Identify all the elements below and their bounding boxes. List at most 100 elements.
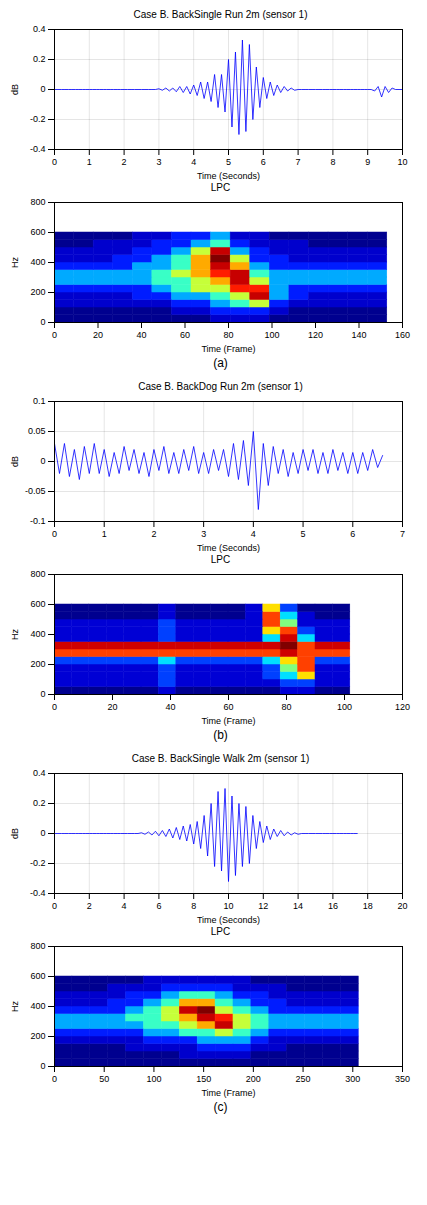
svg-text:120: 120 — [308, 330, 323, 340]
svg-text:80: 80 — [223, 330, 233, 340]
svg-text:dB: dB — [10, 828, 20, 839]
svg-text:Time (Seconds): Time (Seconds) — [197, 171, 260, 181]
svg-text:-0.1: -0.1 — [30, 516, 46, 526]
svg-text:4: 4 — [122, 901, 127, 911]
svg-text:7: 7 — [296, 157, 301, 167]
svg-text:1: 1 — [102, 529, 107, 539]
svg-text:-0.2: -0.2 — [30, 858, 46, 868]
svg-text:16: 16 — [328, 901, 338, 911]
svg-text:0: 0 — [52, 702, 57, 712]
svg-text:200: 200 — [30, 659, 45, 669]
svg-text:600: 600 — [30, 971, 45, 981]
svg-text:-0.2: -0.2 — [30, 114, 46, 124]
svg-text:400: 400 — [30, 629, 45, 639]
svg-text:9: 9 — [365, 157, 370, 167]
svg-text:dB: dB — [10, 84, 20, 95]
svg-text:100: 100 — [264, 330, 279, 340]
svg-text:140: 140 — [351, 330, 366, 340]
svg-text:300: 300 — [345, 1074, 360, 1084]
svg-text:10: 10 — [397, 157, 407, 167]
svg-text:12: 12 — [258, 901, 268, 911]
svg-text:Time (Frame): Time (Frame) — [201, 344, 255, 354]
svg-text:Time (Seconds): Time (Seconds) — [197, 915, 260, 925]
svg-text:60: 60 — [180, 330, 190, 340]
svg-text:0.2: 0.2 — [33, 54, 46, 64]
svg-text:2: 2 — [87, 901, 92, 911]
svg-text:2: 2 — [151, 529, 156, 539]
svg-text:0: 0 — [52, 529, 57, 539]
svg-text:Time (Frame): Time (Frame) — [201, 716, 255, 726]
svg-text:80: 80 — [281, 702, 291, 712]
svg-text:0: 0 — [40, 1061, 45, 1071]
svg-text:0: 0 — [52, 901, 57, 911]
svg-text:5: 5 — [301, 529, 306, 539]
svg-text:40: 40 — [136, 330, 146, 340]
svg-text:4: 4 — [191, 157, 196, 167]
svg-text:0: 0 — [40, 456, 45, 466]
svg-text:-0.4: -0.4 — [30, 888, 46, 898]
svg-text:1: 1 — [87, 157, 92, 167]
svg-text:4: 4 — [251, 529, 256, 539]
svg-text:6: 6 — [261, 157, 266, 167]
svg-text:40: 40 — [165, 702, 175, 712]
html-text:Case B. BackSingle Run 2m (sen: Case B. BackSingle Run 2m (sensor 1) — [133, 9, 308, 20]
svg-text:dB: dB — [10, 456, 20, 467]
svg-text:Time (Frame): Time (Frame) — [201, 1088, 255, 1098]
svg-text:800: 800 — [30, 569, 45, 579]
svg-text:Hz: Hz — [10, 629, 20, 640]
svg-text:14: 14 — [293, 901, 303, 911]
svg-text:3: 3 — [201, 529, 206, 539]
svg-text:100: 100 — [337, 702, 352, 712]
svg-text:6: 6 — [350, 529, 355, 539]
html-text:(c): (c) — [213, 1100, 228, 1114]
svg-text:0.05: 0.05 — [28, 426, 46, 436]
svg-text:0.4: 0.4 — [33, 768, 46, 778]
svg-text:60: 60 — [223, 702, 233, 712]
svg-text:350: 350 — [395, 1074, 410, 1084]
svg-text:7: 7 — [400, 529, 405, 539]
svg-text:5: 5 — [226, 157, 231, 167]
svg-text:Time (Seconds): Time (Seconds) — [197, 543, 260, 553]
svg-text:400: 400 — [30, 1001, 45, 1011]
svg-text:200: 200 — [246, 1074, 261, 1084]
svg-text:18: 18 — [363, 901, 373, 911]
svg-text:0: 0 — [52, 1074, 57, 1084]
svg-text:0: 0 — [40, 689, 45, 699]
svg-text:-0.05: -0.05 — [25, 486, 46, 496]
html-text:(b): (b) — [213, 728, 228, 742]
svg-text:Hz: Hz — [10, 1001, 20, 1012]
svg-text:0.4: 0.4 — [33, 24, 46, 34]
svg-text:0: 0 — [40, 84, 45, 94]
svg-text:50: 50 — [99, 1074, 109, 1084]
svg-text:-0.4: -0.4 — [30, 144, 46, 154]
svg-text:800: 800 — [30, 941, 45, 951]
svg-text:200: 200 — [30, 287, 45, 297]
svg-text:0: 0 — [40, 317, 45, 327]
svg-text:0.1: 0.1 — [33, 396, 46, 406]
svg-text:600: 600 — [30, 599, 45, 609]
svg-text:100: 100 — [146, 1074, 161, 1084]
svg-text:600: 600 — [30, 227, 45, 237]
svg-text:0: 0 — [40, 828, 45, 838]
svg-text:0: 0 — [52, 330, 57, 340]
svg-text:0.2: 0.2 — [33, 798, 46, 808]
svg-text:10: 10 — [223, 901, 233, 911]
svg-text:3: 3 — [156, 157, 161, 167]
svg-text:250: 250 — [296, 1074, 311, 1084]
svg-text:8: 8 — [191, 901, 196, 911]
svg-text:0: 0 — [52, 157, 57, 167]
svg-text:6: 6 — [156, 901, 161, 911]
svg-text:150: 150 — [196, 1074, 211, 1084]
svg-text:400: 400 — [30, 257, 45, 267]
html-text:(a): (a) — [213, 356, 228, 370]
svg-text:160: 160 — [395, 330, 410, 340]
svg-text:8: 8 — [330, 157, 335, 167]
svg-text:2: 2 — [122, 157, 127, 167]
svg-text:Hz: Hz — [10, 257, 20, 268]
svg-text:20: 20 — [93, 330, 103, 340]
svg-text:20: 20 — [107, 702, 117, 712]
svg-text:800: 800 — [30, 197, 45, 207]
svg-text:200: 200 — [30, 1031, 45, 1041]
svg-text:120: 120 — [395, 702, 410, 712]
svg-text:20: 20 — [397, 901, 407, 911]
